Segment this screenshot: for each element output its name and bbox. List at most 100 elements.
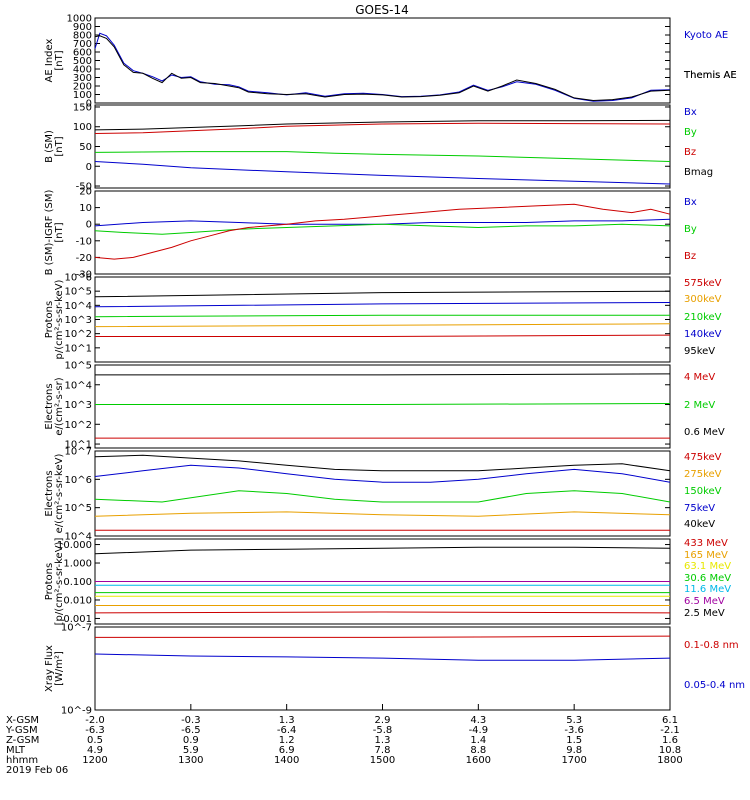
y-tick-label: 600 [73, 48, 92, 59]
footer-value: 4.9 [87, 745, 103, 756]
y-tick-label: 0 [86, 162, 92, 173]
footer-value: 1.2 [279, 735, 295, 746]
footer-value: 8.8 [470, 745, 486, 756]
y-tick-label: 10^2 [65, 420, 92, 431]
legend-label: 300keV [684, 294, 722, 305]
series-line-3-2 [94, 223, 671, 235]
legend-label: 165 MeV [684, 550, 728, 561]
footer-row-label: MLT [6, 745, 26, 756]
y-tick-label: 800 [73, 31, 92, 42]
y-tick-label: -10 [76, 236, 92, 247]
y-tick-label: 300 [73, 73, 92, 84]
footer-value: 6.1 [662, 715, 678, 726]
y-tick-label: 10^-9 [61, 706, 92, 717]
y-tick-label: 10^4 [65, 532, 92, 543]
panel-frame [94, 276, 671, 363]
y-tick-label: 10^5 [65, 287, 92, 298]
legend-label: 0.1-0.8 nm [684, 640, 739, 651]
y-tick-label: 900 [73, 22, 92, 33]
legend-label: 150keV [684, 486, 722, 497]
y-tick-label: 10 [79, 203, 92, 214]
y-tick-label: 150 [73, 102, 92, 113]
series-line-5-3 [95, 373, 671, 376]
y-tick-label: 0.010 [63, 595, 92, 606]
y-axis-label: Protons [44, 563, 55, 600]
y-tick-label: 0.001 [63, 614, 92, 625]
y-tick-label: 700 [73, 39, 92, 50]
footer-value: -5.8 [373, 725, 393, 736]
y-axis-label: Electrons [44, 383, 55, 429]
series-line-4-3 [94, 314, 670, 318]
y-axis-label: Electrons [44, 470, 55, 516]
y-axis-label: [p/(cm²-s-sr-keV)] [54, 538, 65, 626]
legend-label: By [684, 224, 697, 235]
series-line-1-1 [94, 32, 671, 102]
footer-row-label: Y-GSM [5, 725, 38, 736]
footer-value: 1.5 [566, 735, 582, 746]
panel-4: 10^1 10^2 10^3 10^4 10^5 10^6 Protons p/(cm²-s-… [44, 273, 722, 363]
series-line-4-5 [94, 290, 671, 298]
legend-label: 140keV [684, 329, 722, 340]
legend-label: 63.1 MeV [684, 561, 731, 572]
series-line-4-1 [95, 334, 671, 337]
y-tick-label: 10.000 [57, 540, 92, 551]
x-tick-label: 1500 [370, 755, 395, 766]
legend-label: 0.6 MeV [684, 427, 725, 438]
x-tick-label: 1700 [561, 755, 586, 766]
footer-value: -2.0 [85, 715, 105, 726]
y-axis-label: Xray Flux [44, 645, 55, 692]
y-axis-label: p/(cm²-s-sr-keV) [54, 279, 65, 359]
footer-value: 4.3 [470, 715, 486, 726]
legend-label: 75keV [684, 503, 715, 514]
y-tick-label: 10^1 [65, 343, 92, 354]
y-axis-label: e/(cm²-s-sr-keV) [54, 454, 65, 534]
legend-label: 4 MeV [684, 372, 715, 383]
panel-2: -50 0 50 100 150 B (SM) [nT] Bx By Bz Bmag [44, 102, 713, 192]
footer-value: -0.3 [181, 715, 201, 726]
panel-5: 10^1 10^2 10^3 10^4 10^5 Electrons e/(cm²-s-sr… [44, 361, 725, 451]
y-tick-label: 20 [79, 187, 92, 198]
legend-label: By [684, 127, 697, 138]
y-tick-label: 50 [79, 142, 92, 153]
legend-label: 575keV [684, 278, 722, 289]
footer-value: 2.9 [375, 715, 391, 726]
y-tick-label: 200 [73, 82, 92, 93]
time-axis [94, 704, 671, 710]
footer-value: 9.8 [566, 745, 582, 756]
series-line-2-1 [94, 161, 671, 185]
y-tick-label: 10^-7 [61, 623, 92, 634]
series-line-1-2 [94, 35, 671, 102]
footer-value: 10.8 [659, 745, 681, 756]
footer-value: 5.9 [183, 745, 199, 756]
series-line-2-4 [94, 119, 671, 131]
series-line-7-1 [94, 611, 671, 614]
legend-label: 6.5 MeV [684, 596, 725, 607]
legend-label: Kyoto AE [684, 30, 728, 41]
y-tick-label: 500 [73, 56, 92, 67]
panel-frame [94, 190, 671, 275]
legend-label: Bmag [684, 167, 713, 178]
footer-value: 1.6 [662, 735, 678, 746]
footer-value: 1.3 [375, 735, 391, 746]
y-tick-label: 10^4 [65, 380, 92, 391]
series-line-8-2 [94, 653, 671, 661]
legend-label: 2 MeV [684, 400, 715, 411]
y-axis-label: AE Index [44, 38, 55, 82]
panel-6: 10^4 10^5 10^6 10^7 Electrons e/(cm²-s-sr-keV… [44, 447, 722, 543]
y-tick-label: 0.100 [63, 577, 92, 588]
y-tick-label: 0 [86, 99, 92, 110]
x-tick-label: 1800 [657, 755, 682, 766]
panel-frame [94, 364, 671, 449]
x-tick-label: 1600 [466, 755, 491, 766]
y-tick-label: 10^5 [65, 503, 92, 514]
y-tick-label: 0 [86, 220, 92, 231]
legend-label: 433 MeV [684, 538, 728, 549]
series-line-4-4 [94, 302, 671, 308]
legend-label: 275keV [684, 469, 722, 480]
y-axis-label: [W/m²] [54, 651, 65, 686]
y-tick-label: 10^7 [65, 447, 92, 458]
series-line-8-1 [95, 635, 671, 638]
y-tick-label: 1.000 [63, 559, 92, 570]
